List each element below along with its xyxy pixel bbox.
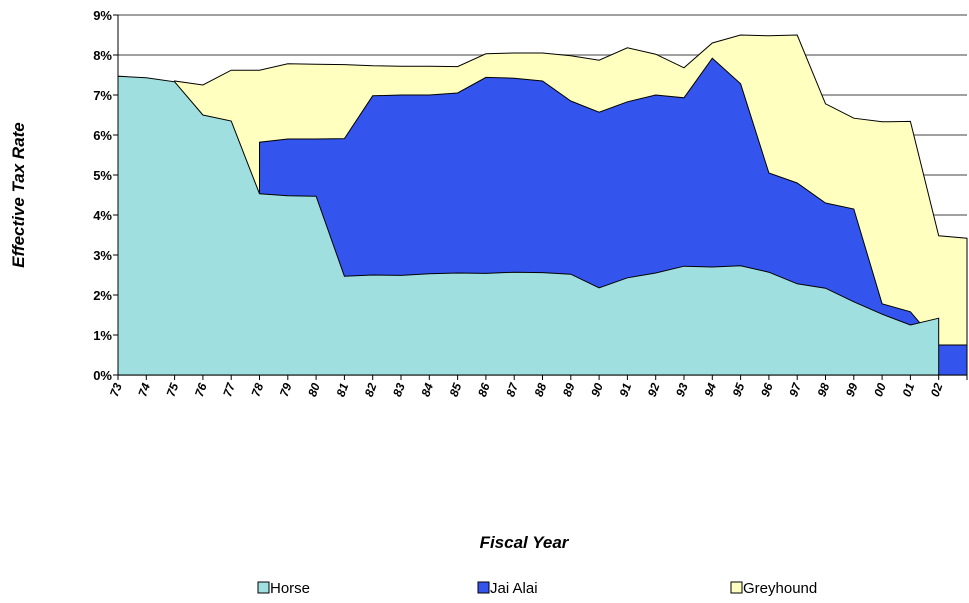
area — [117, 75, 940, 376]
y-tick-label: 1% — [93, 328, 112, 343]
x-tick-label: 92 — [645, 381, 663, 399]
x-tick-label: 90 — [588, 381, 606, 399]
y-tick-label: 5% — [93, 168, 112, 183]
x-tick-label: 97 — [786, 380, 804, 399]
x-tick-label: 89 — [560, 381, 578, 399]
x-tick-label: 80 — [305, 381, 323, 399]
legend-label: Jai Alai — [490, 580, 538, 597]
y-tick-label: 6% — [93, 128, 112, 143]
y-tick-label: 7% — [93, 88, 112, 103]
x-tick-label: 95 — [730, 381, 748, 399]
y-tick-label: 3% — [93, 248, 112, 263]
y-tick-label: 0% — [93, 368, 112, 383]
x-tick-label: 78 — [249, 381, 267, 399]
x-tick-label: 94 — [701, 381, 719, 399]
x-tick-label: 73 — [107, 381, 125, 399]
x-tick-label: 79 — [277, 381, 295, 399]
x-tick-label: 84 — [418, 381, 436, 399]
legend-swatch — [730, 581, 743, 594]
x-tick-label: 96 — [758, 381, 776, 399]
y-tick-label: 4% — [93, 208, 112, 223]
y-tick-label: 8% — [93, 48, 112, 63]
x-axis-title: Fiscal Year — [480, 533, 570, 552]
legend-label: Horse — [270, 580, 310, 597]
legend-label: Greyhound — [743, 580, 817, 597]
x-tick-label: 99 — [843, 381, 861, 399]
x-tick-label: 75 — [164, 381, 182, 399]
x-tick-label: 87 — [503, 380, 521, 399]
x-tick-label: 88 — [532, 381, 550, 399]
x-tick-label: 76 — [192, 381, 210, 399]
x-tick-label: 86 — [475, 381, 493, 399]
x-tick-label: 02 — [928, 381, 946, 399]
legend-swatch — [257, 581, 270, 594]
x-tick-label: 77 — [220, 380, 238, 399]
x-tick-label: 01 — [899, 381, 917, 399]
x-tick-label: 00 — [871, 381, 889, 399]
x-tick-label: 83 — [390, 381, 408, 399]
y-axis-title: Effective Tax Rate — [9, 122, 28, 268]
y-tick-label: 2% — [93, 288, 112, 303]
x-tick-label: 85 — [447, 381, 465, 399]
x-tick-label: 82 — [362, 381, 380, 399]
x-tick-label: 91 — [616, 381, 634, 399]
x-tick-label: 74 — [135, 381, 153, 399]
x-tick-label: 81 — [333, 381, 351, 399]
x-tick-label: 93 — [673, 381, 691, 399]
y-tick-label: 9% — [93, 8, 112, 23]
x-tick-label: 98 — [815, 381, 833, 399]
legend-swatch — [477, 581, 490, 594]
